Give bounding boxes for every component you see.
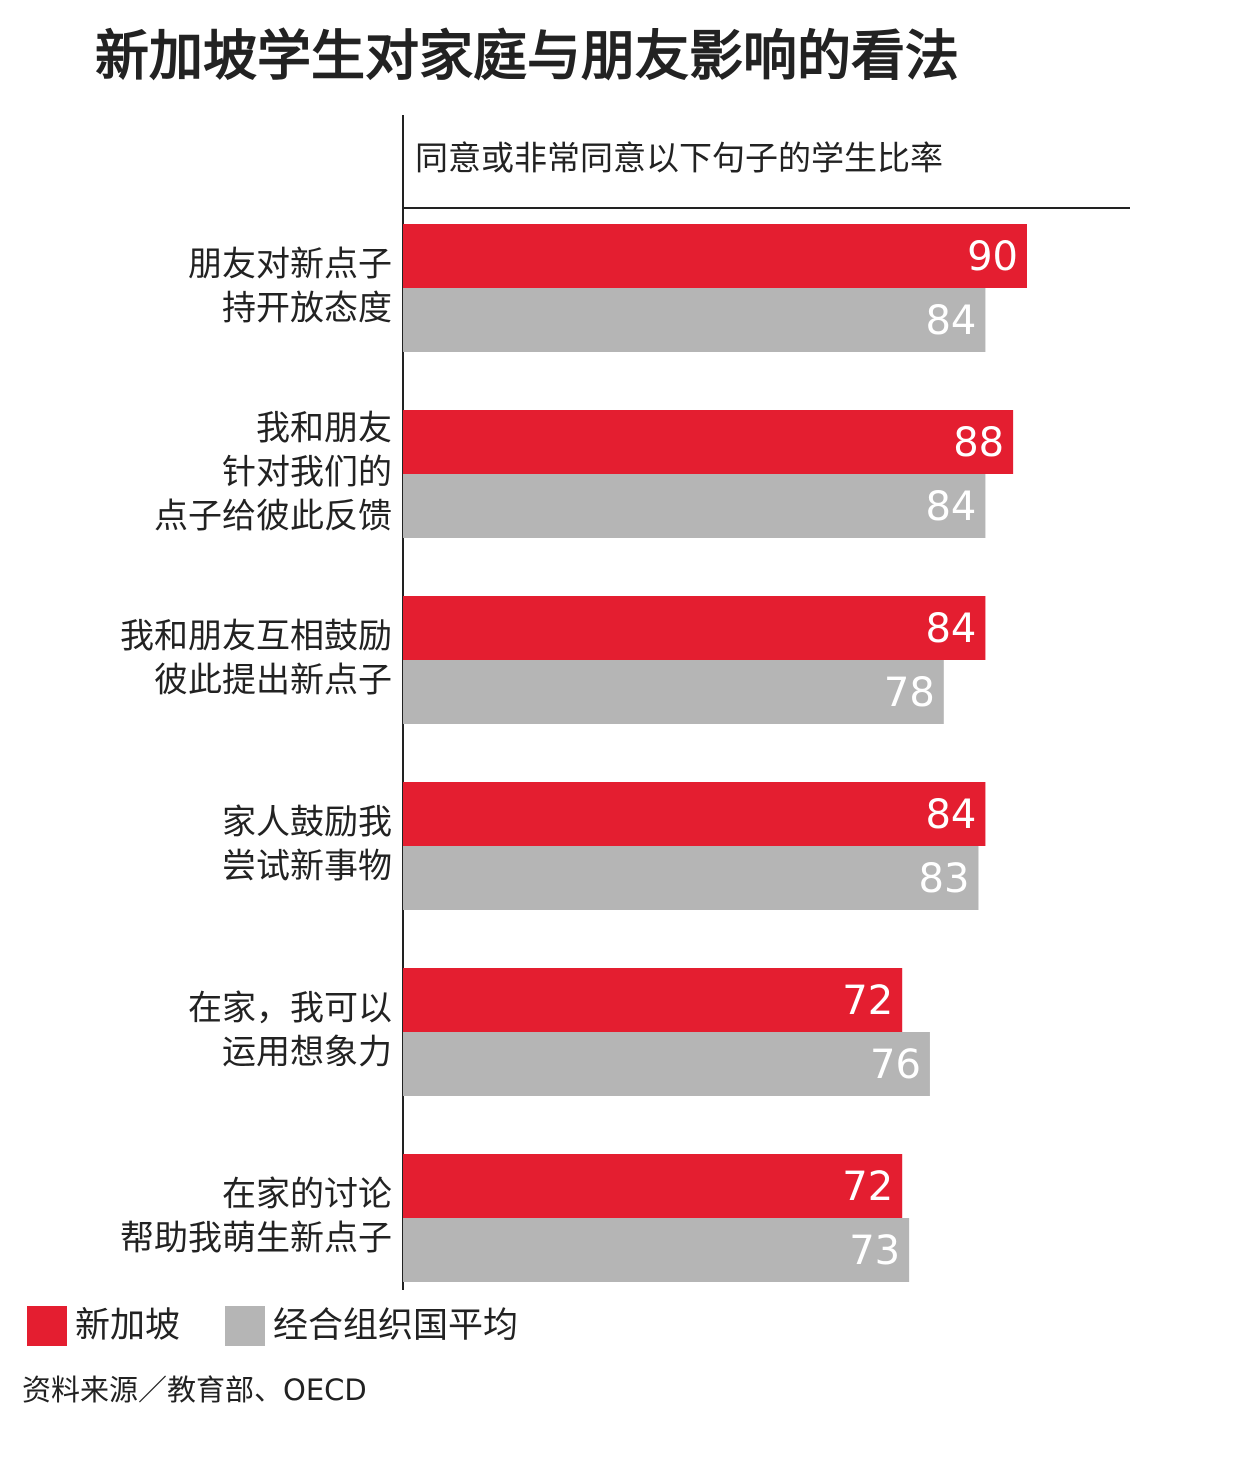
value-label: 84: [925, 606, 976, 652]
category-label: 我和朋友互相鼓励: [120, 617, 392, 657]
value-label: 73: [849, 1228, 900, 1274]
value-label: 72: [842, 1164, 893, 1210]
legend-label: 新加坡: [75, 1306, 180, 1346]
value-label: 88: [953, 420, 1004, 466]
category-label: 我和朋友: [256, 409, 392, 449]
legend-label: 经合组织国平均: [273, 1306, 518, 1346]
chart-title: 新加坡学生对家庭与朋友影响的看法: [95, 25, 959, 88]
chart-subtitle: 同意或非常同意以下句子的学生比率: [415, 139, 943, 178]
value-label: 84: [925, 298, 976, 344]
bar: [403, 474, 986, 538]
category-label: 帮助我萌生新点子: [120, 1219, 392, 1259]
bar: [403, 410, 1014, 474]
bar: [403, 968, 903, 1032]
bar: [403, 224, 1027, 288]
legend-swatch: [27, 1306, 67, 1346]
value-label: 72: [842, 978, 893, 1024]
category-label: 家人鼓励我: [222, 803, 392, 843]
category-label: 朋友对新点子: [188, 245, 392, 285]
category-label: 点子给彼此反馈: [154, 497, 392, 537]
value-label: 90: [967, 234, 1018, 280]
value-label: 84: [925, 792, 976, 838]
category-label: 在家的讨论: [222, 1175, 392, 1215]
bar: [403, 1032, 930, 1096]
value-label: 76: [870, 1042, 921, 1088]
source-note: 资料来源／教育部、OECD: [22, 1373, 367, 1407]
legend-swatch: [225, 1306, 265, 1346]
category-label: 彼此提出新点子: [154, 661, 392, 701]
value-label: 78: [884, 670, 935, 716]
category-label: 在家，我可以: [188, 989, 392, 1029]
category-label: 针对我们的: [222, 453, 392, 493]
category-label: 运用想象力: [222, 1033, 392, 1073]
category-label: 尝试新事物: [222, 847, 392, 887]
category-label: 持开放态度: [222, 289, 392, 329]
bar: [403, 596, 986, 660]
value-label: 83: [919, 856, 970, 902]
bar: [403, 1154, 903, 1218]
bar: [403, 660, 944, 724]
bar: [403, 1218, 910, 1282]
bar: [403, 782, 986, 846]
bar: [403, 846, 979, 910]
value-label: 84: [925, 484, 976, 530]
bar: [403, 288, 986, 352]
